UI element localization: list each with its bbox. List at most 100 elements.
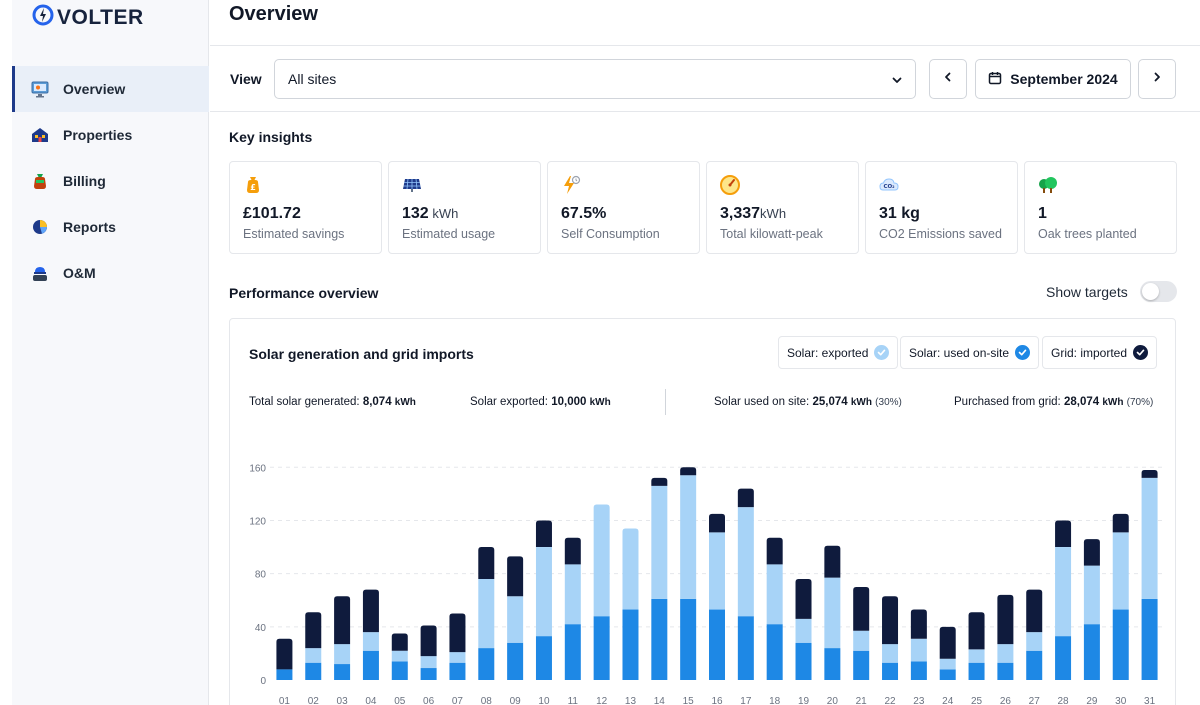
stat-total-solar: Total solar generated: 8,074 kWh [249, 396, 416, 408]
bar-segment [391, 633, 408, 651]
bar-segment [997, 594, 1014, 645]
insight-card-savings: £ £101.72 Estimated savings [229, 161, 382, 254]
x-tick-label: 27 [1029, 696, 1041, 705]
page-header: Overview [210, 0, 1200, 46]
bar-segment [507, 596, 524, 643]
bar-segment [507, 556, 524, 597]
bar-segment [651, 485, 668, 599]
bar-segment [449, 662, 466, 680]
building-icon [30, 125, 50, 145]
bar-segment [420, 668, 437, 680]
bar-segment [1055, 636, 1072, 680]
bar-segment [737, 488, 754, 508]
x-tick-label: 02 [308, 696, 320, 705]
legend-solar-exported[interactable]: Solar: exported [778, 336, 899, 369]
sidebar-nav: Overview Properties [12, 66, 209, 296]
y-tick-label: 160 [249, 463, 266, 474]
legend-solar-used-on-site[interactable]: Solar: used on-site [900, 336, 1040, 369]
x-tick-label: 05 [394, 696, 406, 705]
chevron-right-icon [1151, 70, 1163, 88]
card-value: 132 kWh [402, 205, 459, 222]
bar-segment [968, 612, 985, 650]
bar-segment [795, 578, 812, 619]
bar-segment [276, 638, 293, 670]
sidebar-item-billing[interactable]: Billing [12, 158, 209, 204]
insight-card-oak-trees: 1 Oak trees planted [1024, 161, 1177, 254]
bar-segment [420, 656, 437, 669]
bar-segment [593, 504, 610, 617]
previous-month-button[interactable] [929, 59, 967, 99]
bar-segment [622, 528, 639, 610]
x-tick-label: 06 [423, 696, 435, 705]
sidebar-item-reports[interactable]: Reports [12, 204, 209, 250]
co2-icon: CO₂ [878, 174, 900, 196]
bar-segment [564, 537, 581, 565]
show-targets-label: Show targets [1046, 283, 1128, 300]
bar-segment [362, 589, 379, 633]
bar-segment [824, 648, 841, 680]
bar-segment [651, 598, 668, 680]
bar-segment [939, 626, 956, 659]
bar-segment [362, 632, 379, 651]
x-tick-label: 22 [884, 696, 896, 705]
bar-segment [997, 662, 1014, 680]
y-tick-label: 80 [255, 570, 267, 581]
bar-segment [910, 638, 927, 662]
bar-segment [564, 624, 581, 680]
bar-segment [305, 648, 322, 663]
bar-segment [910, 661, 927, 680]
bar-segment [449, 652, 466, 663]
chart-title: Solar generation and grid imports [249, 346, 474, 362]
card-label: Estimated usage [402, 227, 496, 241]
bar-segment [1055, 547, 1072, 637]
bar-segment [968, 649, 985, 663]
bar-segment [709, 513, 725, 533]
x-tick-label: 10 [538, 696, 550, 705]
bar-segment [1141, 469, 1158, 478]
show-targets-toggle[interactable] [1139, 281, 1177, 302]
month-label: September 2024 [1010, 71, 1118, 87]
sidebar-item-overview[interactable]: Overview [12, 66, 209, 112]
chart-panel: Solar generation and grid imports Solar:… [229, 318, 1176, 705]
bar-segment [535, 547, 552, 637]
check-icon [1133, 345, 1149, 360]
bar-segment [1026, 589, 1043, 633]
view-bar: View All sites September 2024 [210, 46, 1200, 112]
bar-segment [680, 467, 697, 476]
sidebar: VOLTER Overview [12, 0, 209, 705]
svg-text:CO₂: CO₂ [883, 184, 895, 190]
x-tick-label: 11 [568, 696, 579, 705]
x-tick-label: 20 [827, 696, 839, 705]
view-label: View [230, 71, 262, 87]
insight-card-usage: 132 kWh Estimated usage [388, 161, 541, 254]
card-value: 1 [1038, 205, 1047, 222]
bar-segment [910, 609, 927, 639]
bar-segment [853, 630, 870, 651]
next-month-button[interactable] [1138, 59, 1176, 99]
card-label: Estimated savings [243, 227, 345, 241]
bar-segment [334, 644, 351, 665]
bar-segment [305, 662, 322, 680]
sidebar-item-om[interactable]: O&M [12, 250, 209, 296]
sidebar-item-properties[interactable]: Properties [12, 112, 209, 158]
bar-segment [564, 564, 581, 625]
x-tick-label: 23 [913, 696, 925, 705]
bar-segment [824, 577, 841, 649]
bar-segment [449, 613, 466, 653]
bar-segment [1112, 513, 1129, 533]
month-picker-button[interactable]: September 2024 [975, 59, 1131, 99]
x-tick-label: 17 [740, 696, 752, 705]
logo[interactable]: VOLTER [32, 4, 144, 31]
card-value: 31 kg [879, 205, 920, 222]
x-tick-label: 09 [510, 696, 522, 705]
bar-segment [391, 661, 408, 680]
bar-segment [680, 598, 697, 680]
card-value: 3,337kWh [720, 205, 787, 222]
site-select[interactable]: All sites [274, 59, 916, 99]
legend-grid-imported[interactable]: Grid: imported [1042, 336, 1158, 369]
sidebar-item-label: Reports [63, 219, 116, 235]
bar-segment [709, 532, 725, 610]
bar-segment [478, 648, 495, 680]
insight-card-kilowatt-peak: 3,337kWh Total kilowatt-peak [706, 161, 859, 254]
volter-logo-icon [32, 4, 54, 31]
